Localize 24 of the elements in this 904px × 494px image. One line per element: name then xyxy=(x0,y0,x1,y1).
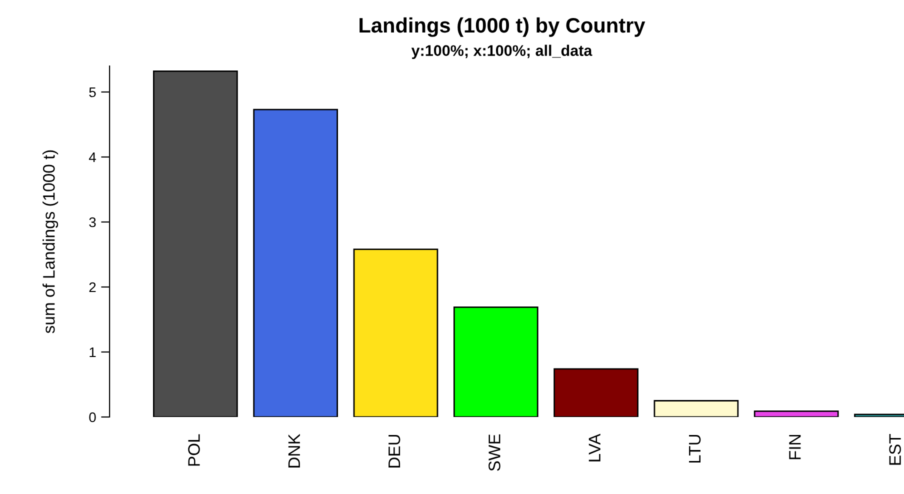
x-tick-label: SWE xyxy=(488,434,500,471)
y-tick-label: 4 xyxy=(88,152,96,162)
x-tick-label: FIN xyxy=(789,435,801,460)
x-tick-label: EST xyxy=(889,434,901,465)
bar xyxy=(754,410,839,417)
y-tick-label: 5 xyxy=(89,87,96,98)
y-tick-label: 1 xyxy=(90,347,96,358)
bar xyxy=(654,400,739,417)
y-tick-label: 2 xyxy=(89,282,96,292)
x-tick-label: POL xyxy=(188,434,200,466)
bar xyxy=(353,248,438,417)
bar xyxy=(453,306,538,417)
y-tick-label: 3 xyxy=(89,217,96,228)
bar xyxy=(253,108,338,417)
chart-subtitle: y:100%; x:100%; all_data xyxy=(411,44,592,59)
x-tick-label: LTU xyxy=(689,434,701,463)
y-axis-title: sum of Landings (1000 t) xyxy=(42,150,58,334)
x-tick-label: LVA xyxy=(588,434,600,462)
y-tick-label: 0 xyxy=(89,412,96,422)
chart-title: Landings (1000 t) by Country xyxy=(360,17,646,37)
x-tick-label: DNK xyxy=(288,434,300,468)
bar xyxy=(153,70,238,417)
x-tick-label: DEU xyxy=(388,434,400,468)
bar xyxy=(554,368,638,417)
